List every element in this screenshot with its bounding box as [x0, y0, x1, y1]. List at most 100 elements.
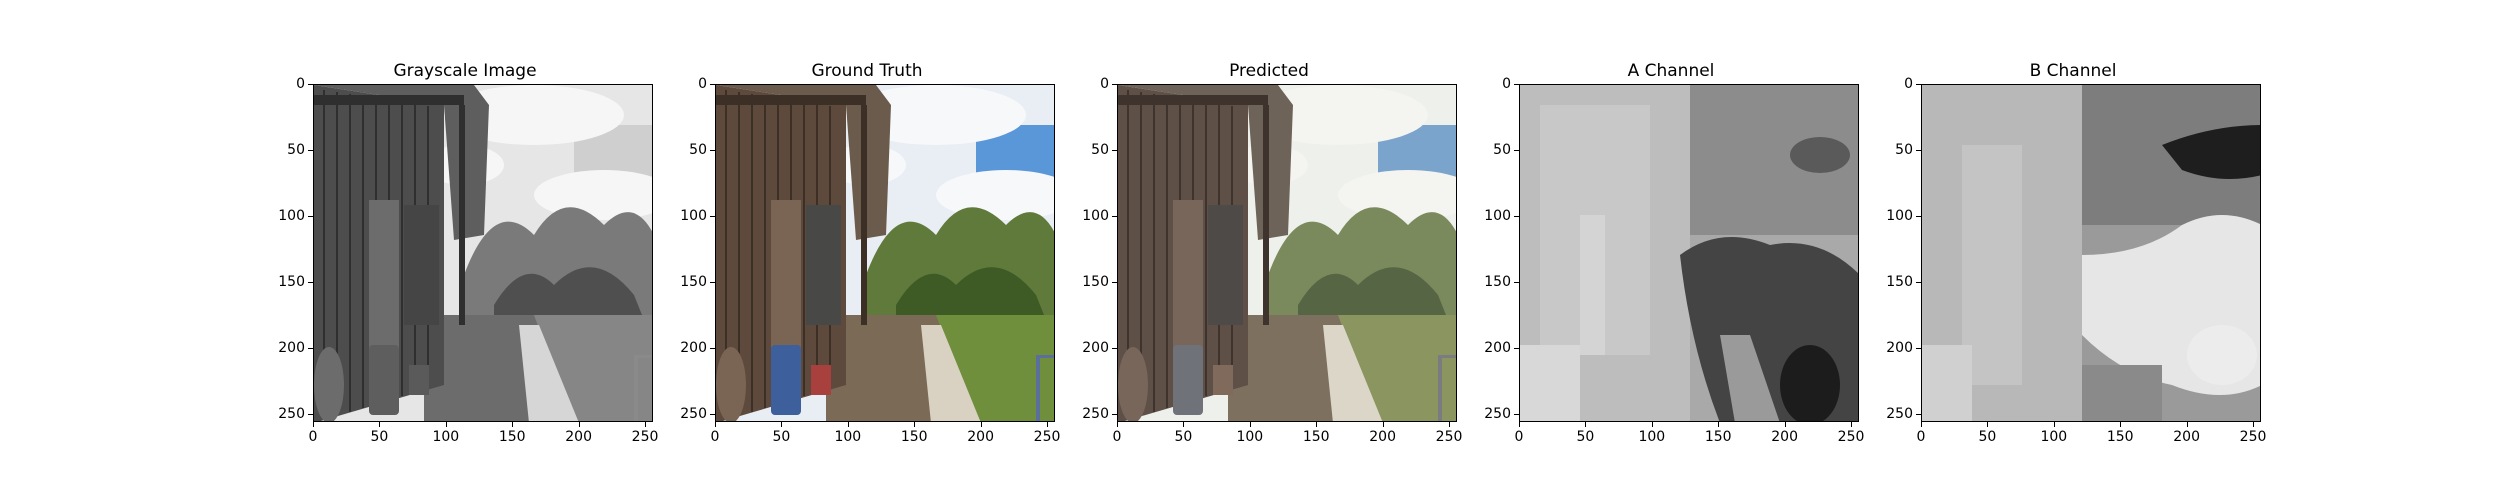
panel-title: A Channel	[1627, 61, 1715, 81]
y-tick-label: 0	[1904, 76, 1913, 92]
image-content	[314, 85, 652, 421]
y-tick-mark	[308, 150, 313, 152]
x-tick-mark	[914, 422, 916, 427]
y-tick-mark	[1514, 216, 1519, 218]
x-tick-label: 150	[2106, 429, 2134, 445]
y-tick-label: 100	[1886, 208, 1913, 225]
x-tick-mark	[847, 422, 849, 427]
panel-title: B Channel	[2029, 61, 2117, 81]
y-tick-label: 150	[278, 274, 305, 291]
y-tick-label: 50	[1493, 142, 1511, 159]
x-tick-label: 150	[900, 429, 928, 445]
x-tick-mark	[781, 422, 783, 427]
x-tick-label: 100	[1236, 429, 1264, 445]
x-tick-label: 250	[1837, 429, 1865, 445]
y-tick-label: 0	[296, 76, 305, 92]
y-tick-mark	[1514, 414, 1519, 416]
x-tick-mark	[1047, 422, 1049, 427]
x-tick-mark	[1449, 422, 1451, 427]
x-tick-mark	[313, 422, 314, 427]
x-tick-label: 200	[1771, 429, 1798, 445]
y-tick-label: 200	[1886, 340, 1913, 357]
y-tick-label: 250	[278, 406, 305, 423]
x-tick-mark	[645, 422, 647, 427]
image-grayscale	[313, 84, 653, 422]
y-tick-mark	[1916, 150, 1921, 152]
image-a-channel	[1519, 84, 1859, 422]
x-tick-label: 250	[1033, 429, 1061, 445]
x-tick-label: 200	[967, 429, 994, 445]
image-ground-truth	[715, 84, 1055, 422]
x-tick-label: 50	[1978, 429, 1997, 445]
x-tick-label: 50	[1576, 429, 1595, 445]
y-tick-mark	[1514, 84, 1519, 85]
panel-b-channel: B Channel 0 50 100 150 200 250 0 50 100 150 200 250	[1873, 0, 2273, 500]
x-tick-label: 100	[834, 429, 862, 445]
y-tick-mark	[1916, 216, 1921, 218]
x-tick-label: 50	[772, 429, 791, 445]
y-tick-mark	[710, 414, 715, 416]
y-tick-mark	[308, 282, 313, 284]
x-tick-label: 100	[1638, 429, 1666, 445]
x-tick-label: 0	[710, 429, 720, 445]
y-tick-mark	[710, 282, 715, 284]
y-tick-label: 250	[1484, 406, 1511, 423]
x-tick-mark	[1382, 422, 1384, 427]
y-tick-label: 150	[1484, 274, 1511, 291]
x-tick-label: 250	[1435, 429, 1463, 445]
panel-a-channel: A Channel 0 50 100 150 200 250 0 50 100 150 200 250	[1471, 0, 1871, 500]
x-tick-label: 150	[498, 429, 526, 445]
y-tick-mark	[308, 348, 313, 350]
image-content	[1520, 85, 1858, 421]
y-tick-label: 200	[680, 340, 707, 357]
x-tick-label: 150	[1302, 429, 1330, 445]
image-content	[1922, 85, 2260, 421]
y-tick-mark	[1916, 84, 1921, 85]
x-tick-mark	[445, 422, 447, 427]
image-content	[1118, 85, 1456, 421]
panel-title: Ground Truth	[811, 61, 923, 81]
x-tick-label: 250	[631, 429, 659, 445]
y-tick-mark	[1916, 282, 1921, 284]
x-tick-mark	[2120, 422, 2122, 427]
y-tick-mark	[710, 216, 715, 218]
y-tick-mark	[1514, 282, 1519, 284]
panel-predicted: Predicted 0 50 100 150 200 250 0 50 100 150 200 250	[1069, 0, 1469, 500]
x-tick-mark	[512, 422, 514, 427]
x-tick-label: 50	[370, 429, 389, 445]
x-tick-label: 0	[308, 429, 318, 445]
x-tick-mark	[1851, 422, 1853, 427]
y-tick-mark	[308, 84, 313, 85]
x-tick-mark	[2253, 422, 2255, 427]
x-tick-mark	[578, 422, 580, 427]
y-tick-label: 250	[1886, 406, 1913, 423]
x-tick-mark	[1183, 422, 1185, 427]
x-tick-label: 150	[1704, 429, 1732, 445]
panel-title: Grayscale Image	[393, 61, 537, 81]
x-tick-mark	[715, 422, 716, 427]
y-tick-label: 200	[1082, 340, 1109, 357]
y-tick-label: 150	[680, 274, 707, 291]
x-tick-mark	[1784, 422, 1786, 427]
x-tick-label: 200	[1369, 429, 1396, 445]
y-tick-label: 50	[1091, 142, 1109, 159]
y-tick-mark	[710, 84, 715, 85]
x-tick-mark	[379, 422, 381, 427]
x-tick-label: 200	[2173, 429, 2200, 445]
y-tick-label: 0	[1100, 76, 1109, 92]
y-tick-label: 50	[1895, 142, 1913, 159]
x-tick-mark	[2053, 422, 2055, 427]
x-tick-mark	[1651, 422, 1653, 427]
y-tick-mark	[1514, 348, 1519, 350]
x-tick-label: 250	[2239, 429, 2267, 445]
x-tick-mark	[2186, 422, 2188, 427]
y-tick-mark	[1112, 348, 1117, 350]
y-tick-label: 100	[278, 208, 305, 225]
x-tick-mark	[1519, 422, 1520, 427]
y-tick-mark	[710, 150, 715, 152]
x-tick-mark	[1316, 422, 1318, 427]
image-content	[716, 85, 1054, 421]
x-tick-label: 0	[1916, 429, 1926, 445]
y-tick-label: 100	[1082, 208, 1109, 225]
y-tick-mark	[1112, 216, 1117, 218]
